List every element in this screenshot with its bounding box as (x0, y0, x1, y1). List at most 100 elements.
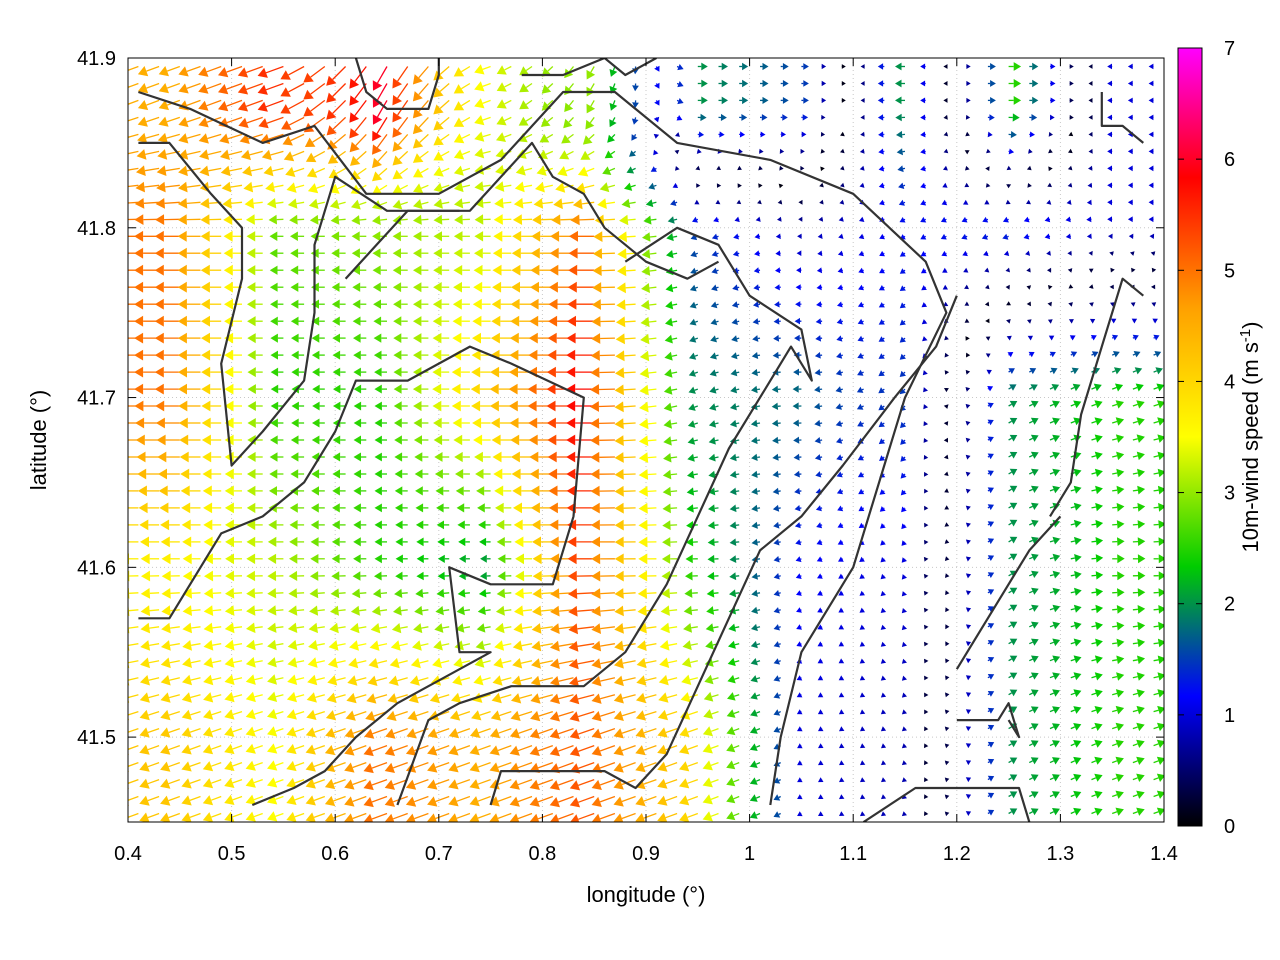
wind-arrow-shaft (1008, 760, 1012, 764)
wind-arrow-head (374, 418, 382, 428)
wind-arrow-shaft (254, 710, 263, 715)
wind-arrow-shaft (1008, 420, 1012, 424)
wind-arrow-head (1094, 468, 1103, 477)
wind-arrow-head (245, 760, 256, 771)
wind-arrow-shaft (987, 574, 990, 577)
wind-arrow-head (1052, 587, 1061, 596)
wind-arrow-head (793, 453, 800, 461)
wind-arrow-shaft (1029, 488, 1033, 492)
wind-arrow-head (1137, 468, 1145, 478)
wind-arrow-shaft (1029, 471, 1033, 475)
wind-arrow-head (455, 486, 464, 496)
wind-arrow-head (139, 727, 150, 738)
wind-arrow-head (224, 639, 235, 651)
wind-arrow-head (899, 268, 906, 274)
wind-arrow-shaft (675, 201, 678, 204)
wind-arrow-head (1131, 318, 1138, 324)
wind-arrow-head (877, 97, 884, 104)
wind-arrow-shaft (577, 761, 595, 770)
wind-arrow-head (305, 795, 316, 806)
wind-arrow-head (964, 182, 970, 188)
wind-arrow-head (708, 420, 717, 428)
wind-arrow-head (613, 779, 624, 790)
wind-arrow-head (181, 795, 192, 806)
wind-arrow-shaft (499, 710, 512, 717)
wind-arrow-head (134, 198, 145, 209)
wind-arrow-head (677, 98, 684, 105)
wind-arrow-head (879, 199, 885, 206)
wind-arrow-head (750, 709, 758, 717)
wind-arrow-head (922, 336, 928, 342)
wind-arrow-head (1110, 267, 1115, 273)
wind-arrow-shaft (441, 167, 450, 173)
wind-arrow-head (372, 130, 382, 142)
wind-arrow-shaft (629, 201, 636, 205)
wind-arrow-shaft (1132, 455, 1138, 458)
wind-arrow-head (550, 553, 560, 565)
wind-arrow-shaft (169, 677, 180, 681)
wind-arrow-shaft (1028, 777, 1034, 781)
wind-arrow-head (547, 349, 557, 361)
wind-arrow-shaft (778, 728, 781, 731)
wind-arrow-shaft (598, 405, 615, 408)
wind-arrow-head (749, 760, 758, 768)
wind-arrow-shaft (540, 609, 553, 612)
wind-arrow-head (326, 75, 337, 86)
wind-arrow-shaft (669, 626, 678, 629)
wind-arrow-head (815, 335, 822, 342)
wind-arrow-head (1052, 757, 1060, 765)
wind-arrow-head (1052, 468, 1061, 477)
wind-arrow-head (754, 233, 760, 240)
wind-arrow-head (412, 138, 424, 149)
wind-arrow-head (547, 332, 557, 344)
wind-arrow-head (859, 692, 866, 698)
wind-arrow-head (985, 183, 991, 188)
y-axis-label: latitude (°) (26, 390, 51, 491)
wind-arrow-shaft (645, 660, 657, 664)
wind-arrow-head (566, 400, 576, 412)
wind-arrow-head (1009, 485, 1018, 493)
wind-arrow-head (1026, 165, 1032, 171)
wind-arrow-head (412, 123, 423, 135)
wind-arrow-shaft (232, 727, 243, 733)
wind-arrow-head (591, 588, 601, 599)
wind-arrow-head (943, 114, 948, 120)
wind-arrow-head (796, 675, 803, 681)
wind-arrow-head (202, 761, 214, 772)
wind-arrow-head (453, 248, 463, 259)
wind-arrow-head (945, 675, 950, 681)
wind-arrow-shaft (623, 592, 636, 595)
wind-arrow-head (1137, 655, 1145, 665)
wind-arrow-head (201, 434, 211, 446)
wind-arrow-head (657, 812, 668, 822)
wind-arrow-head (134, 247, 144, 259)
wind-arrow-shaft (1049, 794, 1055, 798)
wind-arrow-head (901, 608, 907, 614)
wind-arrow-head (331, 299, 340, 309)
wind-arrow-head (689, 284, 697, 292)
wind-arrow-head (154, 332, 164, 344)
wind-arrow-head (659, 640, 670, 651)
wind-arrow-head (965, 624, 972, 630)
wind-arrow-head (539, 133, 550, 143)
wind-arrow-shaft (1132, 337, 1135, 339)
wind-arrow-shaft (565, 167, 574, 172)
wind-arrow-head (224, 691, 235, 703)
wind-arrow-shaft (462, 201, 470, 204)
wind-arrow-head (613, 710, 624, 721)
wind-arrow-shaft (537, 812, 554, 820)
wind-arrow-shaft (419, 660, 429, 664)
wind-arrow-shaft (735, 473, 740, 476)
wind-arrow-head (179, 434, 189, 446)
wind-arrow-shaft (128, 795, 139, 801)
wind-arrow-head (392, 141, 403, 152)
wind-arrow-head (1088, 115, 1093, 120)
wind-arrow-head (1157, 705, 1164, 715)
wind-arrow-shaft (169, 660, 180, 664)
wind-arrow-head (280, 87, 291, 97)
wind-arrow-shaft (1070, 437, 1076, 441)
wind-arrow-shaft (736, 354, 740, 357)
wind-arrow-head (1051, 384, 1060, 391)
wind-arrow-shaft (1008, 811, 1012, 815)
wind-arrow-head (987, 640, 995, 646)
